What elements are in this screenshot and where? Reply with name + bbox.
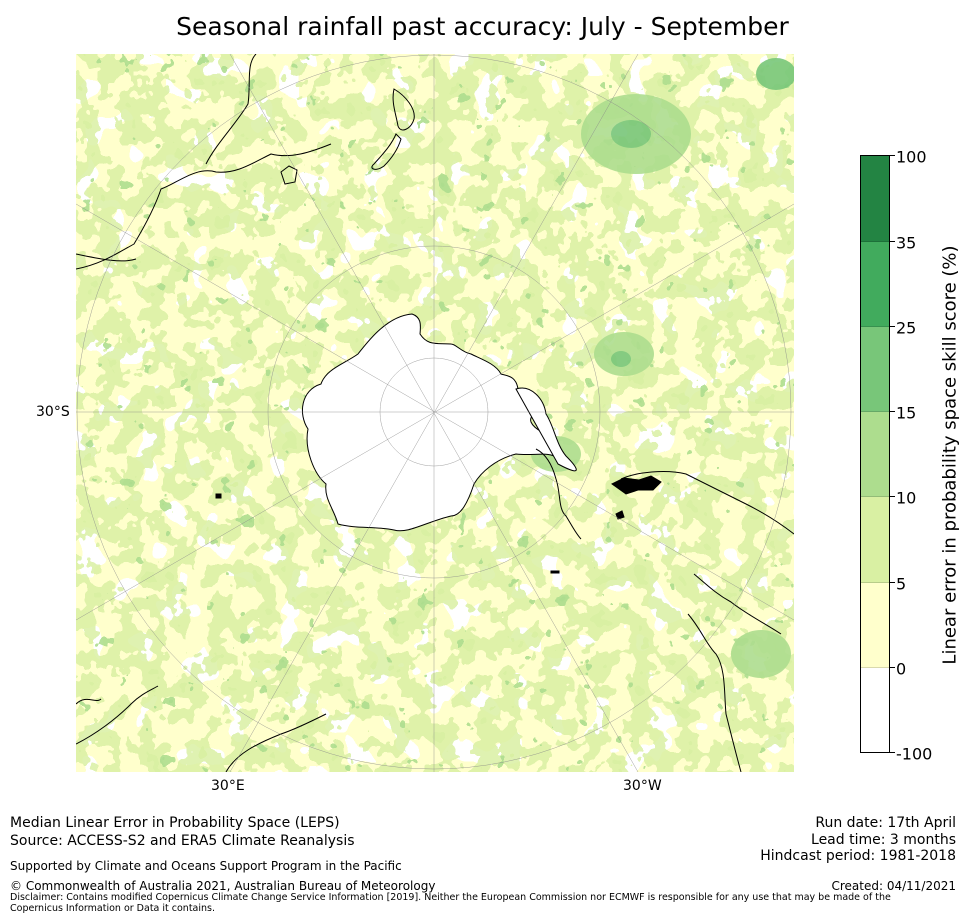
colorbar-tick-label: 10 (896, 488, 917, 508)
coast-falklands (611, 475, 662, 495)
colorbar-tick-label: 15 (896, 403, 917, 423)
colorbar-tick-label: 5 (896, 574, 907, 594)
longitude-label-30w: 30°W (623, 778, 662, 794)
footer-metric: Median Linear Error in Probability Space… (10, 815, 340, 831)
skill-score-map (76, 54, 794, 772)
colorbar-tick-mark (890, 155, 895, 156)
coast-newzealand-south (371, 133, 402, 170)
coast-south-georgia (615, 510, 625, 520)
footer-support: Supported by Climate and Oceans Support … (10, 859, 402, 873)
colorbar-tick-mark (890, 752, 895, 753)
map-plot-area (76, 54, 794, 772)
meridian (229, 54, 639, 772)
latitude-label-30s: 30°S (36, 404, 70, 420)
high-skill-patch (611, 351, 631, 367)
colorbar-tick-mark (890, 241, 895, 242)
colorbar-bin (861, 497, 889, 583)
colorbar-bin (861, 412, 889, 497)
colorbar-tick-mark (890, 326, 895, 327)
coast-africa (76, 685, 327, 772)
colorbar-bin (861, 583, 889, 668)
antarctica-landmass (301, 313, 557, 532)
colorbar-tick-mark (890, 411, 895, 412)
colorbar-bin (861, 156, 889, 242)
coast-island (550, 570, 560, 574)
map-title: Seasonal rainfall past accuracy: July - … (176, 12, 789, 41)
coast-southamerica (535, 448, 794, 772)
colorbar-bin (861, 327, 889, 412)
coast-tasmania (280, 165, 298, 185)
coast-australia-south (76, 253, 137, 262)
colorbar (860, 155, 890, 753)
colorbar-bin (861, 242, 889, 327)
colorbar-tick-label: 25 (896, 318, 917, 338)
footer-disclaimer: Disclaimer: Contains modified Copernicus… (10, 892, 891, 914)
colorbar-tick-mark (890, 582, 895, 583)
coast-australia-west (76, 143, 332, 270)
colorbar-tick-label: 35 (896, 233, 917, 253)
high-skill-patches (531, 58, 794, 678)
footer-hindcast: Hindcast period: 1981-2018 (760, 848, 956, 864)
meridian (76, 203, 794, 621)
coastlines (76, 54, 794, 772)
colorbar-label: Linear error in probability space skill … (939, 245, 961, 665)
colorbar-tick-label: 100 (896, 147, 927, 167)
footer-copyright: © Commonwealth of Australia 2021, Austra… (10, 879, 436, 893)
coast-newzealand-north (392, 88, 415, 131)
colorbar-tick-label: 0 (896, 659, 907, 679)
antarctic-peninsula (515, 387, 577, 472)
footer-run-date: Run date: 17th April (815, 815, 956, 831)
footer-source: Source: ACCESS-S2 and ERA5 Climate Reana… (10, 833, 355, 849)
colorbar-tick-mark (890, 667, 895, 668)
coast-island (215, 493, 222, 499)
high-skill-patch (756, 58, 794, 90)
coast-australia-east (205, 54, 257, 165)
footer-lead-time: Lead time: 3 months (811, 832, 956, 848)
colorbar-tick-mark (890, 496, 895, 497)
colorbar-bin (861, 668, 889, 752)
high-skill-patch (731, 630, 791, 678)
high-skill-patch (611, 120, 651, 148)
graticule (76, 54, 794, 772)
longitude-label-30e: 30°E (211, 778, 245, 794)
footer-created: Created: 04/11/2021 (831, 879, 956, 893)
colorbar-tick-label: -100 (896, 744, 933, 764)
